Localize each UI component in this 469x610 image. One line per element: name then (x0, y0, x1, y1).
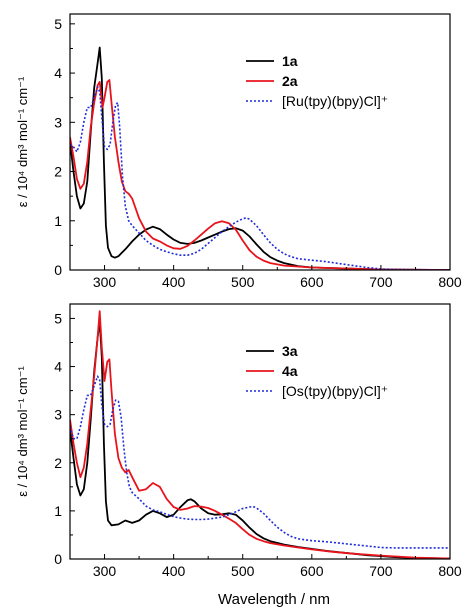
bottom-y-tick-label: 2 (54, 455, 62, 471)
bottom-legend-label-1: 3a (282, 343, 298, 359)
top-legend-label-3: [Ru(tpy)(bpy)Cl]⁺ (282, 93, 388, 109)
x-axis-label: Wavelength / nm (218, 591, 330, 608)
top-x-tick-label: 500 (231, 274, 255, 290)
bottom-x-tick-label: 500 (231, 563, 255, 579)
top-panel: 300 400 500 600 700 800 0 1 2 3 4 5 ε / 10⁴ dm³ mol⁻… (15, 13, 462, 290)
top-plot-frame (69, 13, 451, 271)
top-y-tick-label: 0 (54, 262, 62, 278)
top-y-tick-label: 2 (54, 164, 62, 180)
bottom-x-tick-label: 800 (438, 563, 462, 579)
bottom-series-line-1 (70, 319, 450, 559)
top-x-tick-label: 600 (300, 274, 324, 290)
top-x-tick-label: 800 (438, 274, 462, 290)
bottom-legend-label-3: [Os(tpy)(bpy)Cl]⁺ (282, 383, 388, 399)
top-series-line-1 (70, 46, 450, 270)
top-y-axis-label: ε / 10⁴ dm³ mol⁻¹ cm⁻¹ (15, 76, 30, 207)
bottom-x-tick-label: 600 (300, 563, 324, 579)
top-x-tick-label: 300 (93, 274, 117, 290)
top-x-tick-label: 700 (369, 274, 393, 290)
top-y-tick-label: 1 (54, 213, 62, 229)
bottom-y-tick-label: 4 (54, 359, 62, 375)
top-series-line-2 (70, 79, 450, 270)
bottom-plot-frame (69, 303, 451, 560)
bottom-panel: 300 400 500 600 700 800 0 1 2 3 4 5 ε / 10⁴ dm³ mol⁻… (15, 303, 462, 579)
bottom-x-tick-label: 400 (162, 563, 186, 579)
top-legend-label-1: 1a (282, 53, 298, 69)
bottom-legend-label-2: 4a (282, 363, 298, 379)
top-y-tick-label: 4 (54, 65, 62, 81)
bottom-y-tick-label: 0 (54, 551, 62, 567)
bottom-y-axis-label: ε / 10⁴ dm³ mol⁻¹ cm⁻¹ (15, 366, 30, 497)
bottom-y-tick-label: 5 (54, 310, 62, 326)
top-y-tick-label: 3 (54, 114, 62, 130)
bottom-series-line-3 (70, 375, 450, 549)
top-series-line-3 (70, 86, 450, 270)
top-legend-label-2: 2a (282, 73, 298, 89)
bottom-y-tick-label: 1 (54, 503, 62, 519)
bottom-series-line-2 (70, 310, 450, 559)
bottom-x-tick-label: 700 (369, 563, 393, 579)
top-x-tick-label: 400 (162, 274, 186, 290)
bottom-x-tick-label: 300 (93, 563, 117, 579)
top-y-tick-label: 5 (54, 16, 62, 32)
bottom-y-tick-label: 3 (54, 407, 62, 423)
